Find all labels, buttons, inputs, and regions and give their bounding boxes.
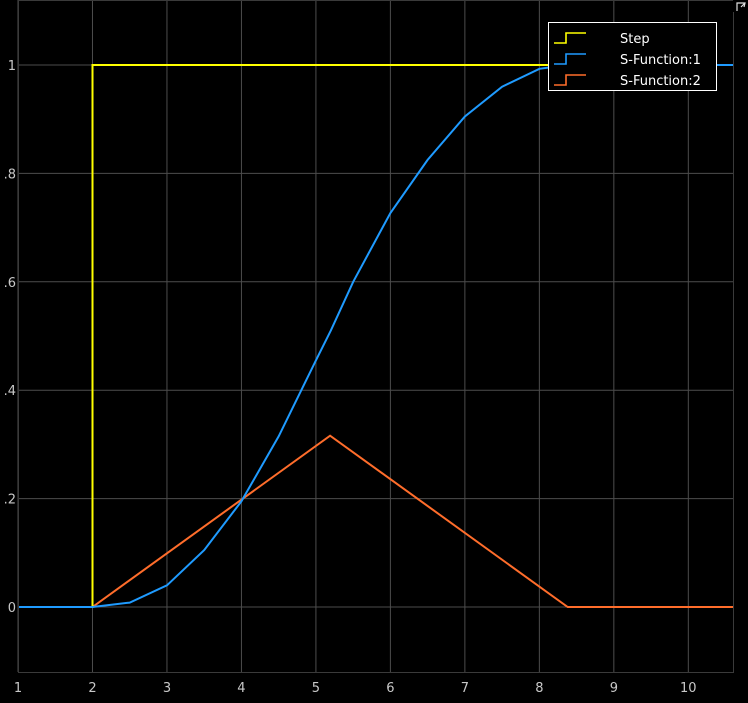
legend-swatch — [554, 53, 586, 65]
x-tick-label: 6 — [386, 681, 394, 696]
x-tick-label: 9 — [610, 681, 618, 696]
x-tick-label: 3 — [163, 681, 171, 696]
legend-box — [548, 22, 717, 91]
x-tick-label: 2 — [88, 681, 96, 696]
plot-frame — [18, 0, 734, 673]
legend-swatch — [554, 32, 586, 44]
grid — [17, 0, 733, 672]
y-tick-label: .6 — [4, 276, 16, 291]
series-lines — [18, 64, 733, 608]
y-tick-label: 1 — [8, 59, 16, 74]
restore-axes-icon[interactable] — [733, 0, 748, 12]
x-tick-label: 4 — [237, 681, 245, 696]
x-tick-label: 10 — [680, 681, 697, 696]
y-tick-label: .4 — [4, 384, 16, 399]
legend-label: Step — [620, 32, 650, 47]
x-tick-label: 7 — [461, 681, 469, 696]
legend[interactable]: Step S-Function:1 S-Function:2 — [548, 22, 717, 91]
legend-label: S-Function:2 — [620, 74, 701, 89]
legend-swatch — [554, 74, 586, 86]
y-tick-label: .8 — [4, 167, 16, 182]
y-tick-labels: 0 .2 .4 .6 .8 1 — [4, 59, 16, 616]
x-tick-label: 1 — [14, 681, 22, 696]
x-tick-labels: 1 2 3 4 5 6 7 8 9 10 — [14, 681, 697, 696]
y-tick-label: .2 — [4, 493, 16, 508]
y-tick-label: 0 — [8, 601, 16, 616]
x-tick-label: 8 — [535, 681, 543, 696]
x-tick-label: 5 — [312, 681, 320, 696]
legend-label: S-Function:1 — [620, 53, 701, 68]
series-line-2 — [18, 64, 733, 608]
